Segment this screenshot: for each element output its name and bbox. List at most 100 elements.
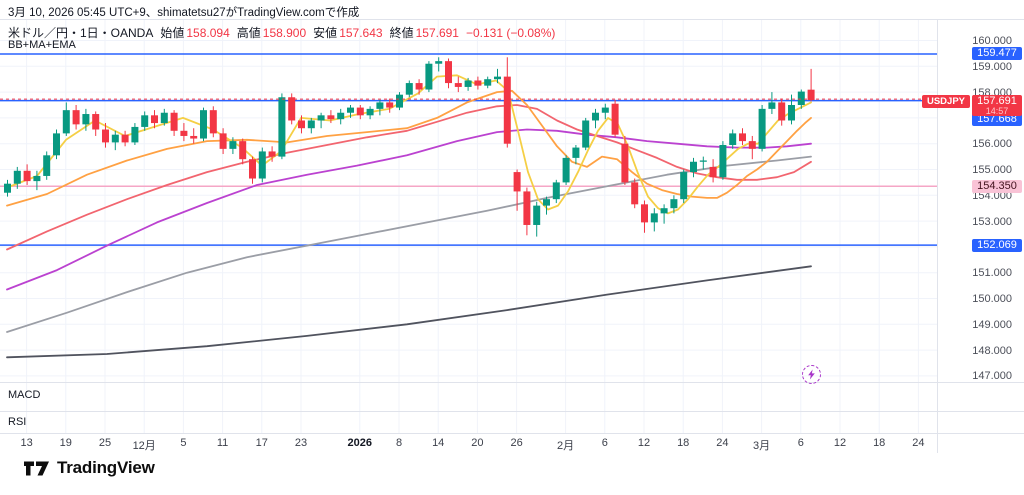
macd-pane-label[interactable]: MACD bbox=[8, 389, 41, 401]
time-axis[interactable]: 13 19 25 12月 5 11 17 23 2026 8 14 20 26 2月 6 12 18 24 3月 6 1… bbox=[0, 433, 937, 453]
price-tick-label: 159.000 bbox=[972, 60, 1012, 73]
high-value: 158.900 bbox=[262, 26, 307, 40]
time-axis-label: 2月 bbox=[557, 440, 575, 452]
candle-body bbox=[209, 110, 217, 134]
candle-body bbox=[484, 79, 492, 86]
candle-body bbox=[249, 159, 256, 179]
candle-body bbox=[572, 147, 580, 158]
candle-body bbox=[317, 115, 325, 121]
tradingview-logo-icon bbox=[24, 461, 49, 475]
bar-countdown: 14:57 bbox=[985, 105, 1009, 116]
time-axis-label: 24 bbox=[716, 437, 729, 449]
candle-body bbox=[405, 83, 413, 95]
candle-body bbox=[601, 107, 609, 113]
price-tick-label: 149.000 bbox=[972, 318, 1012, 331]
candle-body bbox=[151, 115, 158, 124]
candle-body bbox=[102, 129, 109, 143]
time-axis-label: 2026 bbox=[347, 437, 373, 449]
price-level-label: 154.350 bbox=[972, 179, 1022, 193]
candle-body bbox=[768, 102, 776, 109]
candle-body bbox=[494, 76, 501, 80]
candle-body bbox=[190, 135, 198, 139]
candle-body bbox=[92, 114, 100, 130]
time-axis-label: 5 bbox=[180, 437, 187, 449]
time-axis-label: 18 bbox=[873, 437, 886, 449]
price-tick-label: 151.000 bbox=[972, 267, 1012, 280]
candle-body bbox=[552, 182, 560, 200]
time-axis-label: 13 bbox=[20, 437, 33, 449]
time-axis-label: 26 bbox=[510, 437, 523, 449]
candle-body bbox=[778, 102, 786, 121]
price-scale[interactable]: USDJPY 157.691 14:57 160.000 159.000 158.0… bbox=[921, 0, 1024, 453]
candle-body bbox=[611, 103, 619, 135]
candle-body bbox=[258, 151, 266, 179]
candle-body bbox=[131, 126, 139, 143]
candle-body bbox=[719, 144, 727, 178]
price-tick-label: 156.000 bbox=[972, 138, 1012, 151]
open-value: 158.094 bbox=[186, 26, 230, 40]
candle-body bbox=[141, 115, 149, 127]
ma-200-line bbox=[6, 265, 812, 359]
candle-body bbox=[807, 89, 815, 101]
candle-body bbox=[268, 151, 276, 157]
time-axis-label: 20 bbox=[471, 437, 484, 449]
symbol-legend[interactable]: 米ドル／円・1日・OANDA 始値 158.094 高値 158.900 安値 157.64… bbox=[8, 24, 555, 41]
price-chart-canvas[interactable] bbox=[0, 0, 1024, 453]
candle-body bbox=[62, 110, 70, 134]
candle-body bbox=[425, 63, 433, 90]
time-axis-label: 12 bbox=[833, 437, 847, 449]
time-axis-label: 3月 bbox=[753, 440, 771, 452]
candle-body bbox=[386, 102, 394, 108]
price-level-label: 152.069 bbox=[972, 238, 1022, 252]
time-axis-label: 14 bbox=[432, 437, 445, 449]
candle-body bbox=[111, 134, 119, 143]
indicator-legend[interactable]: BB+MA+EMA bbox=[8, 39, 76, 51]
rsi-pane-label[interactable]: RSI bbox=[8, 416, 27, 428]
candle-body bbox=[788, 105, 795, 121]
time-axis-label: 6 bbox=[797, 437, 804, 449]
candle-body bbox=[464, 80, 472, 87]
time-axis-label: 12月 bbox=[132, 440, 156, 452]
ma-50-line bbox=[6, 104, 812, 251]
candle-body bbox=[327, 115, 335, 120]
time-axis-label: 24 bbox=[912, 437, 925, 449]
candle-body bbox=[239, 141, 247, 160]
time-axis-label: 12 bbox=[637, 437, 651, 449]
candle-body bbox=[415, 83, 423, 90]
open-label: 始値 bbox=[160, 26, 185, 40]
price-tick-label: 154.000 bbox=[972, 189, 1012, 202]
low-label: 安値 bbox=[313, 26, 338, 40]
candle-body bbox=[533, 205, 541, 225]
candle-body bbox=[307, 120, 315, 129]
candle-body bbox=[4, 183, 11, 193]
ma-100-line bbox=[6, 155, 812, 333]
candle-body bbox=[543, 199, 550, 206]
price-tick-label: 155.000 bbox=[972, 164, 1012, 176]
candle-body bbox=[650, 213, 658, 223]
candle-body bbox=[43, 155, 51, 176]
candle-body bbox=[582, 120, 590, 148]
tradingview-logo-text: TradingView bbox=[57, 458, 155, 477]
candle-body bbox=[680, 172, 688, 200]
time-axis-label: 23 bbox=[294, 437, 308, 449]
price-tick-label: 147.000 bbox=[972, 370, 1012, 383]
time-axis-label: 6 bbox=[601, 437, 608, 449]
footer-brand[interactable]: TradingView bbox=[24, 458, 155, 478]
candle-body bbox=[513, 172, 521, 192]
candle-body bbox=[396, 94, 403, 108]
ma-75-line bbox=[6, 128, 812, 291]
candle-body bbox=[376, 102, 384, 109]
candle-body bbox=[621, 143, 629, 183]
candle-body bbox=[454, 83, 462, 87]
price-level-label: 157.668 bbox=[972, 113, 1022, 126]
time-axis-label: 17 bbox=[255, 437, 268, 449]
time-axis-label: 19 bbox=[59, 437, 72, 449]
candle-body bbox=[729, 133, 737, 145]
lightning-icon[interactable] bbox=[802, 365, 821, 384]
candle-body bbox=[435, 61, 443, 64]
candle-body bbox=[748, 141, 756, 149]
candle-body bbox=[278, 97, 286, 157]
close-label: 終値 bbox=[389, 26, 414, 40]
time-axis-label: 8 bbox=[395, 437, 403, 449]
current-price-value: 157.691 bbox=[977, 94, 1017, 107]
